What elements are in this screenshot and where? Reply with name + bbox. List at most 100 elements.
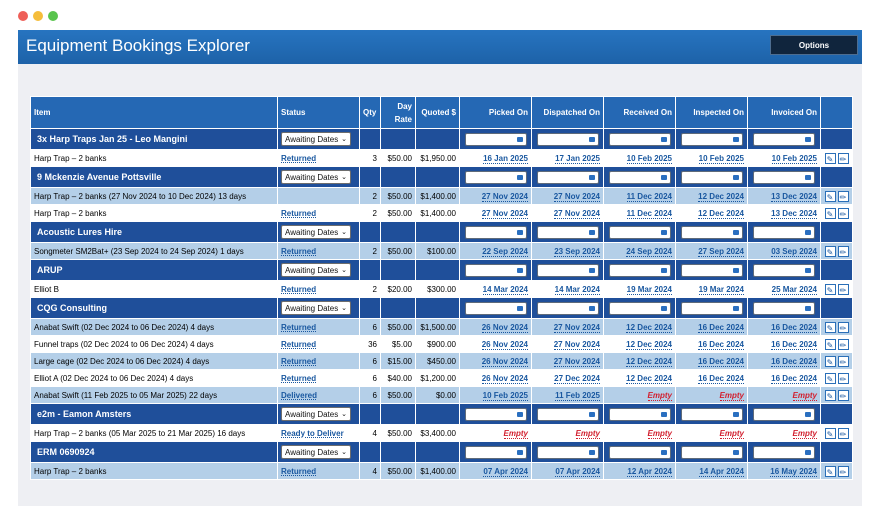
date-link[interactable]: 26 Nov 2024 bbox=[481, 356, 528, 367]
table-row[interactable]: Harp Trap – 2 banks Returned 4 $50.00 $1,400… bbox=[30, 462, 853, 480]
invoiced-date-input[interactable] bbox=[753, 407, 815, 421]
col-header-qty[interactable]: Qty bbox=[359, 96, 381, 129]
empty-date-link[interactable]: Empty bbox=[719, 428, 744, 439]
dispatched-date-input[interactable] bbox=[536, 301, 599, 315]
pencil-icon[interactable]: ✏ bbox=[837, 152, 849, 164]
pencil-icon[interactable]: ✏ bbox=[837, 207, 849, 219]
col-header-item[interactable]: Item bbox=[30, 96, 278, 129]
edit-icon[interactable]: ✎ bbox=[824, 338, 836, 350]
empty-date-link[interactable]: Empty bbox=[647, 428, 672, 439]
pencil-icon[interactable]: ✏ bbox=[837, 389, 849, 401]
status-link[interactable]: Returned bbox=[281, 466, 317, 476]
table-row[interactable]: Harp Trap – 2 banks (05 Mar 2025 to 21 M… bbox=[30, 424, 853, 442]
group-status-select[interactable]: Awaiting Dates ⌄ bbox=[281, 445, 351, 459]
received-date-input[interactable] bbox=[608, 263, 671, 277]
table-row[interactable]: Funnel traps (02 Dec 2024 to 06 Dec 2024… bbox=[30, 335, 853, 353]
edit-icon[interactable]: ✎ bbox=[824, 389, 836, 401]
col-header-invoiced-on[interactable]: Invoiced On bbox=[747, 96, 821, 129]
pencil-icon[interactable]: ✏ bbox=[837, 190, 849, 202]
close-window-dot[interactable] bbox=[18, 11, 28, 21]
date-link[interactable]: 26 Nov 2024 bbox=[481, 373, 528, 384]
pencil-icon[interactable]: ✏ bbox=[837, 372, 849, 384]
options-button[interactable]: Options bbox=[770, 35, 858, 55]
date-link[interactable]: 14 Mar 2024 bbox=[482, 284, 528, 295]
date-link[interactable]: 13 Dec 2024 bbox=[771, 208, 817, 219]
group-status-select[interactable]: Awaiting Dates ⌄ bbox=[281, 263, 351, 277]
picked-date-input[interactable] bbox=[464, 407, 527, 421]
pencil-icon[interactable]: ✏ bbox=[837, 338, 849, 350]
date-link[interactable]: 11 Dec 2024 bbox=[626, 191, 672, 202]
inspected-date-input[interactable] bbox=[680, 225, 743, 239]
invoiced-date-input[interactable] bbox=[753, 132, 815, 146]
dispatched-date-input[interactable] bbox=[536, 132, 599, 146]
date-link[interactable]: 17 Jan 2025 bbox=[555, 153, 600, 164]
edit-icon[interactable]: ✎ bbox=[824, 283, 836, 295]
inspected-date-input[interactable] bbox=[680, 132, 743, 146]
empty-date-link[interactable]: Empty bbox=[503, 428, 528, 439]
date-link[interactable]: 16 Dec 2024 bbox=[698, 322, 744, 333]
date-link[interactable]: 16 Dec 2024 bbox=[771, 356, 817, 367]
pencil-icon[interactable]: ✏ bbox=[837, 321, 849, 333]
invoiced-date-input[interactable] bbox=[753, 170, 815, 184]
invoiced-date-input[interactable] bbox=[753, 225, 815, 239]
status-link[interactable]: Returned bbox=[281, 284, 317, 294]
date-link[interactable]: 12 Dec 2024 bbox=[626, 373, 672, 384]
date-link[interactable]: 27 Nov 2024 bbox=[553, 322, 600, 333]
date-link[interactable]: 25 Mar 2024 bbox=[771, 284, 817, 295]
date-link[interactable]: 26 Nov 2024 bbox=[481, 339, 528, 350]
date-link[interactable]: 10 Feb 2025 bbox=[626, 153, 672, 164]
empty-date-link[interactable]: Empty bbox=[792, 390, 817, 401]
col-header-dispatched-on[interactable]: Dispatched On bbox=[531, 96, 604, 129]
received-date-input[interactable] bbox=[608, 301, 671, 315]
pencil-icon[interactable]: ✏ bbox=[837, 427, 849, 439]
table-row[interactable]: Anabat Swift (11 Feb 2025 to 05 Mar 2025… bbox=[30, 386, 853, 404]
picked-date-input[interactable] bbox=[464, 132, 527, 146]
invoiced-date-input[interactable] bbox=[753, 445, 815, 459]
status-link[interactable]: Delivered bbox=[281, 390, 318, 400]
date-link[interactable]: 12 Dec 2024 bbox=[626, 322, 672, 333]
minimize-window-dot[interactable] bbox=[33, 11, 43, 21]
group-status-select[interactable]: Awaiting Dates ⌄ bbox=[281, 170, 351, 184]
edit-icon[interactable]: ✎ bbox=[824, 355, 836, 367]
group-status-select[interactable]: Awaiting Dates ⌄ bbox=[281, 225, 351, 239]
invoiced-date-input[interactable] bbox=[753, 301, 815, 315]
dispatched-date-input[interactable] bbox=[536, 263, 599, 277]
empty-date-link[interactable]: Empty bbox=[647, 390, 672, 401]
date-link[interactable]: 12 Apr 2024 bbox=[627, 466, 672, 477]
date-link[interactable]: 23 Sep 2024 bbox=[554, 246, 600, 257]
date-link[interactable]: 14 Mar 2024 bbox=[554, 284, 600, 295]
invoiced-date-input[interactable] bbox=[753, 263, 815, 277]
received-date-input[interactable] bbox=[608, 445, 671, 459]
inspected-date-input[interactable] bbox=[680, 407, 743, 421]
received-date-input[interactable] bbox=[608, 407, 671, 421]
date-link[interactable]: 07 Apr 2024 bbox=[483, 466, 528, 477]
date-link[interactable]: 27 Nov 2024 bbox=[553, 191, 600, 202]
date-link[interactable]: 11 Feb 2025 bbox=[555, 390, 600, 401]
empty-date-link[interactable]: Empty bbox=[792, 428, 817, 439]
date-link[interactable]: 12 Dec 2024 bbox=[698, 208, 744, 219]
empty-date-link[interactable]: Empty bbox=[575, 428, 600, 439]
date-link[interactable]: 19 Mar 2024 bbox=[626, 284, 672, 295]
dispatched-date-input[interactable] bbox=[536, 445, 599, 459]
table-row[interactable]: Elliot B Returned 2 $20.00 $300.00 14 Mar 202… bbox=[30, 280, 853, 298]
date-link[interactable]: 10 Feb 2025 bbox=[698, 153, 744, 164]
picked-date-input[interactable] bbox=[464, 225, 527, 239]
table-row[interactable]: Anabat Swift (02 Dec 2024 to 06 Dec 2024… bbox=[30, 318, 853, 336]
date-link[interactable]: 10 Feb 2025 bbox=[771, 153, 817, 164]
date-link[interactable]: 16 Jan 2025 bbox=[483, 153, 528, 164]
edit-icon[interactable]: ✎ bbox=[824, 465, 836, 477]
edit-icon[interactable]: ✎ bbox=[824, 152, 836, 164]
col-header-quoted[interactable]: Quoted $ bbox=[415, 96, 460, 129]
date-link[interactable]: 19 Mar 2024 bbox=[698, 284, 744, 295]
table-row[interactable]: Harp Trap – 2 banks (27 Nov 2024 to 10 D… bbox=[30, 187, 853, 205]
date-link[interactable]: 07 Apr 2024 bbox=[555, 466, 600, 477]
table-row[interactable]: Harp Trap – 2 banks Returned 2 $50.00 $1,400… bbox=[30, 204, 853, 222]
edit-icon[interactable]: ✎ bbox=[824, 427, 836, 439]
date-link[interactable]: 16 Dec 2024 bbox=[771, 373, 817, 384]
dispatched-date-input[interactable] bbox=[536, 225, 599, 239]
edit-icon[interactable]: ✎ bbox=[824, 372, 836, 384]
date-link[interactable]: 12 Dec 2024 bbox=[698, 191, 744, 202]
edit-icon[interactable]: ✎ bbox=[824, 190, 836, 202]
group-status-select[interactable]: Awaiting Dates ⌄ bbox=[281, 301, 351, 315]
date-link[interactable]: 11 Dec 2024 bbox=[626, 208, 672, 219]
